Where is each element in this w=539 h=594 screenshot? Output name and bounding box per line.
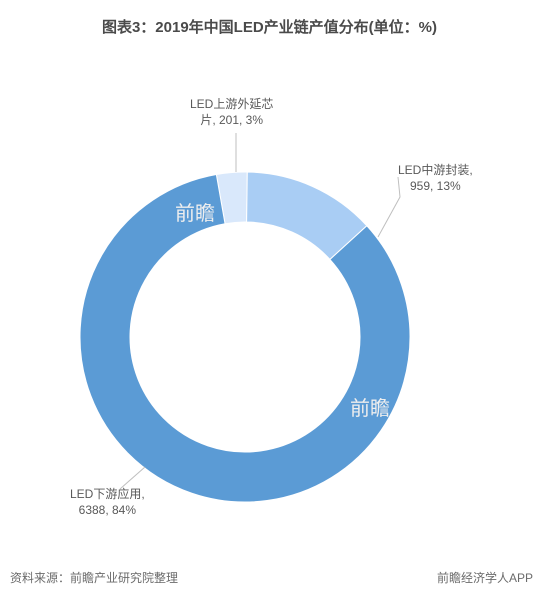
label-upstream-l1: LED上游外延芯: [190, 97, 273, 111]
leader-line: [120, 467, 145, 489]
app-credit: 前瞻经济学人APP: [437, 569, 533, 586]
label-midstream: LED中游封装, 959, 13%: [398, 163, 473, 194]
label-midstream-l2: 959, 13%: [410, 179, 461, 193]
source-line: 资料来源：前瞻产业研究院整理: [10, 569, 178, 586]
label-downstream: LED下游应用, 6388, 84%: [70, 487, 145, 518]
source-prefix: 资料来源：: [10, 571, 70, 585]
label-midstream-l1: LED中游封装,: [398, 163, 473, 177]
chart-title: 图表3：2019年中国LED产业链产值分布(单位：%): [0, 0, 539, 37]
source-text: 前瞻产业研究院整理: [70, 571, 178, 585]
leader-line: [378, 177, 400, 237]
label-downstream-l1: LED下游应用,: [70, 487, 145, 501]
label-downstream-l2: 6388, 84%: [79, 503, 136, 517]
donut-chart: 前瞻 前瞻 LED上游外延芯 片, 201, 3% LED中游封装, 959, …: [0, 37, 539, 557]
label-upstream-l2: 片, 201, 3%: [200, 113, 263, 127]
label-upstream: LED上游外延芯 片, 201, 3%: [190, 97, 273, 128]
